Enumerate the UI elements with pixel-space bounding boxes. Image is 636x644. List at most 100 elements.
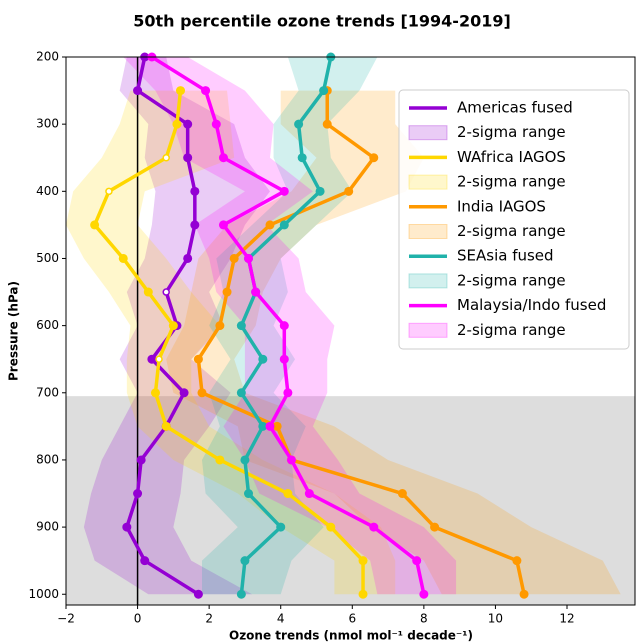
data-point	[215, 321, 225, 331]
data-point	[190, 186, 200, 196]
data-point	[315, 186, 325, 196]
data-point	[193, 589, 203, 599]
data-point	[258, 354, 268, 364]
x-tick-label: 10	[488, 612, 503, 626]
legend-patch	[408, 125, 448, 141]
data-point	[197, 388, 207, 398]
legend-label: SEAsia fused	[457, 247, 554, 265]
plot-frame	[65, 56, 636, 606]
data-point	[326, 522, 336, 532]
legend-box	[398, 89, 630, 350]
data-point	[251, 287, 261, 297]
data-point	[319, 86, 329, 96]
data-point	[236, 321, 246, 331]
data-point	[244, 253, 254, 263]
data-point	[412, 556, 422, 566]
x-tick-label: 12	[559, 612, 574, 626]
series-line	[196, 90, 526, 595]
data-point	[279, 321, 289, 331]
data-point	[193, 354, 203, 364]
data-point	[265, 220, 275, 230]
x-tick-label: −2	[57, 612, 75, 626]
legend-label: WAfrica IAGOS	[457, 148, 566, 166]
sigma-range	[66, 90, 396, 595]
data-point	[161, 421, 171, 431]
data-point	[294, 119, 304, 129]
legend: Americas fused 2-sigma range WAfrica IAGOS…	[398, 89, 630, 350]
data-point	[430, 522, 440, 532]
data-point	[143, 287, 153, 297]
data-point	[218, 220, 228, 230]
x-tick-label: 4	[277, 612, 285, 626]
data-point	[183, 153, 193, 163]
y-tick-label: 1000	[28, 587, 59, 601]
data-point	[344, 186, 354, 196]
legend-patch	[408, 224, 448, 239]
data-point	[172, 119, 182, 129]
data-point	[176, 86, 186, 96]
data-point	[236, 388, 246, 398]
data-point	[512, 556, 522, 566]
data-point	[122, 522, 132, 532]
legend-label: Malaysia/Indo fused	[457, 296, 606, 314]
y-tick-label: 400	[36, 184, 59, 198]
legend-label: 2-sigma range	[457, 123, 566, 141]
data-point	[279, 220, 289, 230]
data-point	[183, 253, 193, 263]
data-point	[358, 556, 368, 566]
data-point	[369, 522, 379, 532]
sigma-range	[123, 57, 457, 595]
series-line	[92, 90, 365, 595]
data-point	[162, 288, 170, 296]
data-point	[419, 589, 429, 599]
data-point	[229, 253, 239, 263]
legend-label: India IAGOS	[457, 197, 546, 215]
data-point	[118, 253, 128, 263]
data-point	[190, 220, 200, 230]
data-point	[147, 354, 157, 364]
data-point	[272, 421, 282, 431]
y-tick-label: 900	[36, 520, 59, 534]
y-tick-label: 200	[36, 50, 59, 64]
data-point	[283, 489, 293, 499]
data-point	[297, 153, 307, 163]
data-point	[276, 522, 286, 532]
data-point	[279, 354, 289, 364]
legend-label: 2-sigma range	[457, 271, 566, 289]
data-point	[397, 489, 407, 499]
data-point	[162, 153, 170, 162]
data-point	[283, 388, 293, 398]
data-point	[244, 489, 254, 499]
legend-label: 2-sigma range	[457, 222, 566, 240]
legend-patch	[408, 174, 448, 190]
data-point	[90, 220, 100, 230]
data-point	[236, 589, 246, 599]
data-point	[105, 187, 113, 196]
legend-patch	[408, 273, 448, 289]
x-tick-label: 0	[134, 612, 142, 626]
data-point	[133, 86, 143, 96]
y-tick-label: 600	[36, 318, 59, 332]
data-point	[136, 455, 146, 465]
chart-title: 50th percentile ozone trends [1994-2019]	[133, 12, 511, 31]
data-point	[150, 388, 160, 398]
legend-patch	[408, 322, 448, 338]
data-point	[179, 388, 189, 398]
data-point	[322, 119, 332, 129]
data-point	[240, 455, 250, 465]
data-point	[133, 489, 143, 499]
data-point	[215, 455, 225, 465]
y-tick-label: 700	[36, 385, 59, 399]
data-point	[211, 119, 221, 129]
data-point	[140, 556, 150, 566]
x-tick-label: 2	[205, 612, 213, 626]
data-point	[258, 421, 268, 431]
y-tick-label: 300	[36, 117, 59, 131]
legend-label: Americas fused	[457, 99, 573, 117]
y-axis-label: Pressure (hPa)	[7, 281, 21, 381]
y-tick-label: 500	[36, 251, 59, 265]
x-tick-label: 6	[348, 612, 356, 626]
data-point	[183, 119, 193, 129]
